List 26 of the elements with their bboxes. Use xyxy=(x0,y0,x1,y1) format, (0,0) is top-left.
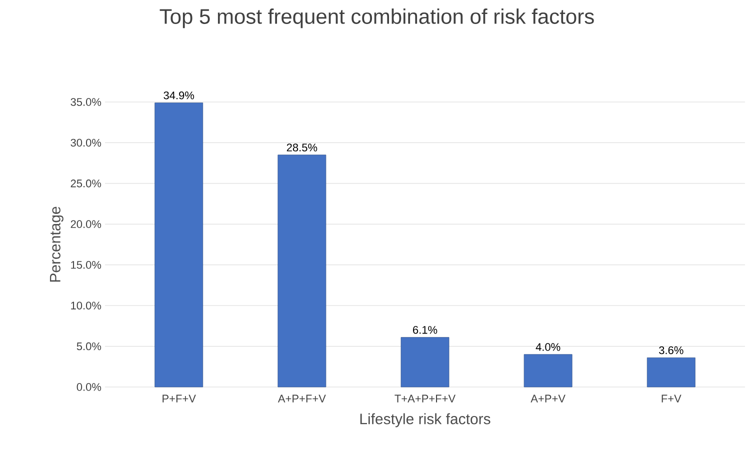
data-label: 28.5% xyxy=(286,144,318,152)
y-tick-label: 35.0% xyxy=(70,98,102,106)
bar xyxy=(278,154,326,388)
y-tick-label: 15.0% xyxy=(71,260,102,269)
data-label: 6.1% xyxy=(413,326,438,334)
x-tick-label: F+V xyxy=(662,394,682,402)
data-label: 34.9% xyxy=(164,92,194,100)
y-tick-label: 25.0% xyxy=(70,180,102,188)
bar xyxy=(400,337,450,388)
y-tick-label: 5.0% xyxy=(76,342,102,350)
y-tick-label: 30.0% xyxy=(70,138,102,147)
y-axis-title: Percentage xyxy=(50,206,64,282)
chart-title: Top 5 most frequent combination of risk factors xyxy=(160,8,594,28)
data-label: 4.0% xyxy=(536,343,560,351)
x-tick-label: P+F+V xyxy=(162,394,196,402)
y-tick-label: 0.0% xyxy=(76,383,102,391)
x-tick-label: A+P+V xyxy=(530,394,566,402)
bar xyxy=(646,357,696,388)
data-label: 3.6% xyxy=(659,346,684,354)
y-tick-label: 20.0% xyxy=(70,220,102,228)
x-tick-label: T+A+P+F+V xyxy=(394,394,456,402)
bar xyxy=(154,102,204,388)
bar xyxy=(524,354,572,388)
x-tick-label: A+P+F+V xyxy=(278,394,326,402)
y-tick-label: 10.0% xyxy=(71,302,102,310)
x-axis-title: Lifestyle risk factors xyxy=(360,413,490,428)
